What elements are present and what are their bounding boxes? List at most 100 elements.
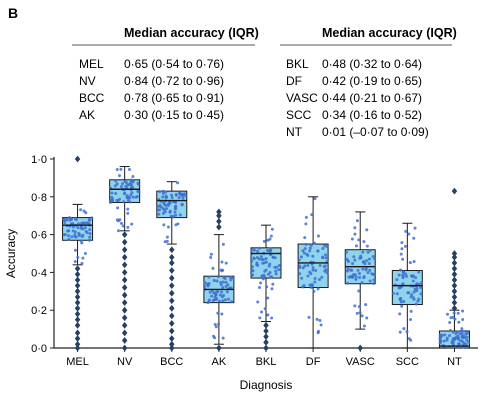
- data-point: [450, 339, 454, 343]
- data-point: [136, 189, 140, 193]
- data-point: [367, 257, 371, 261]
- outlier-marker: [121, 321, 128, 329]
- data-point: [347, 259, 351, 263]
- data-point: [180, 203, 184, 207]
- data-point: [355, 219, 359, 223]
- data-point: [411, 279, 415, 283]
- data-point: [178, 213, 182, 217]
- data-point: [316, 331, 320, 335]
- y-tick-label: 0·6: [31, 230, 47, 242]
- data-point: [313, 277, 317, 281]
- data-point: [229, 278, 233, 282]
- data-point: [362, 276, 366, 280]
- data-point: [162, 201, 166, 205]
- outlier-marker: [74, 293, 81, 301]
- data-point: [126, 183, 130, 187]
- data-point: [113, 184, 117, 188]
- outlier-marker: [169, 335, 175, 342]
- data-point: [298, 264, 302, 268]
- data-point: [73, 217, 77, 221]
- data-point: [353, 232, 357, 236]
- x-axis-label: Diagnosis: [240, 378, 293, 392]
- y-tick-label: 1·0: [31, 154, 47, 166]
- box-vasc: [344, 211, 377, 352]
- data-point: [364, 268, 368, 272]
- data-point: [76, 226, 80, 230]
- data-point: [221, 268, 225, 272]
- outlier-marker: [121, 337, 128, 344]
- outlier-marker: [451, 187, 458, 195]
- data-point: [256, 249, 260, 253]
- data-point: [306, 274, 310, 278]
- data-point: [88, 232, 92, 236]
- data-point: [261, 277, 265, 281]
- data-point: [270, 316, 274, 320]
- data-point: [230, 300, 234, 304]
- data-point: [307, 315, 311, 319]
- data-point: [212, 291, 216, 295]
- data-point: [117, 174, 121, 178]
- x-tick-label: BKL: [256, 356, 277, 368]
- summary-right-label: SCC: [286, 108, 312, 122]
- data-point: [262, 261, 266, 265]
- data-point: [77, 231, 81, 235]
- data-point: [250, 248, 254, 252]
- data-point: [360, 314, 364, 318]
- outlier-marker: [121, 306, 128, 314]
- outlier-marker: [121, 276, 128, 284]
- data-point: [358, 276, 362, 280]
- data-point: [212, 278, 216, 282]
- data-point: [115, 182, 119, 186]
- data-point: [81, 227, 85, 231]
- data-point: [367, 262, 371, 266]
- data-point: [311, 268, 315, 272]
- data-point: [391, 291, 395, 295]
- axis-ticks: 0·0 0·2 0·4 0·6 0·8 1·0 MEL NV BCC AK BKL DF VASC SCC…: [31, 154, 462, 368]
- box-bkl: [250, 224, 282, 352]
- outlier-marker: [451, 287, 458, 295]
- outlier-marker: [121, 314, 128, 322]
- data-point: [220, 312, 224, 316]
- data-point: [366, 250, 370, 254]
- data-point: [213, 336, 217, 340]
- data-point: [135, 195, 139, 199]
- data-point: [353, 258, 357, 262]
- data-point: [414, 276, 418, 280]
- data-point: [310, 283, 314, 287]
- panel-label: B: [8, 5, 18, 21]
- data-point: [353, 226, 357, 230]
- data-point: [122, 200, 126, 204]
- outlier-marker: [74, 282, 81, 290]
- data-point: [448, 334, 452, 338]
- data-point: [301, 249, 305, 253]
- data-point: [458, 339, 462, 343]
- outlier-marker: [263, 338, 269, 346]
- data-point: [211, 266, 215, 270]
- data-point: [449, 316, 453, 320]
- outlier-marker: [263, 321, 269, 329]
- data-point: [262, 239, 266, 243]
- data-point: [165, 235, 169, 239]
- data-point: [127, 167, 131, 171]
- data-point: [448, 329, 452, 333]
- data-point: [325, 271, 329, 275]
- data-point: [464, 342, 468, 346]
- data-point: [258, 285, 262, 289]
- data-point: [368, 248, 372, 252]
- data-point: [67, 237, 71, 241]
- data-point: [123, 192, 127, 196]
- data-point: [124, 181, 128, 185]
- accuracy-box-plot: 0·0 0·2 0·4 0·6 0·8 1·0 MEL NV BCC AK BKL DF VASC SCC…: [4, 154, 478, 392]
- summary-left-value: 0·84 (0·72 to 0·96): [124, 74, 224, 88]
- data-point: [221, 286, 225, 290]
- data-point: [311, 266, 315, 270]
- data-point: [451, 315, 455, 319]
- box-bcc: [156, 181, 188, 352]
- data-point: [313, 241, 317, 245]
- data-point: [313, 280, 317, 284]
- data-point: [405, 274, 409, 278]
- data-point: [452, 311, 456, 315]
- data-point: [419, 281, 423, 285]
- outlier-marker: [169, 320, 175, 327]
- data-point: [351, 276, 355, 280]
